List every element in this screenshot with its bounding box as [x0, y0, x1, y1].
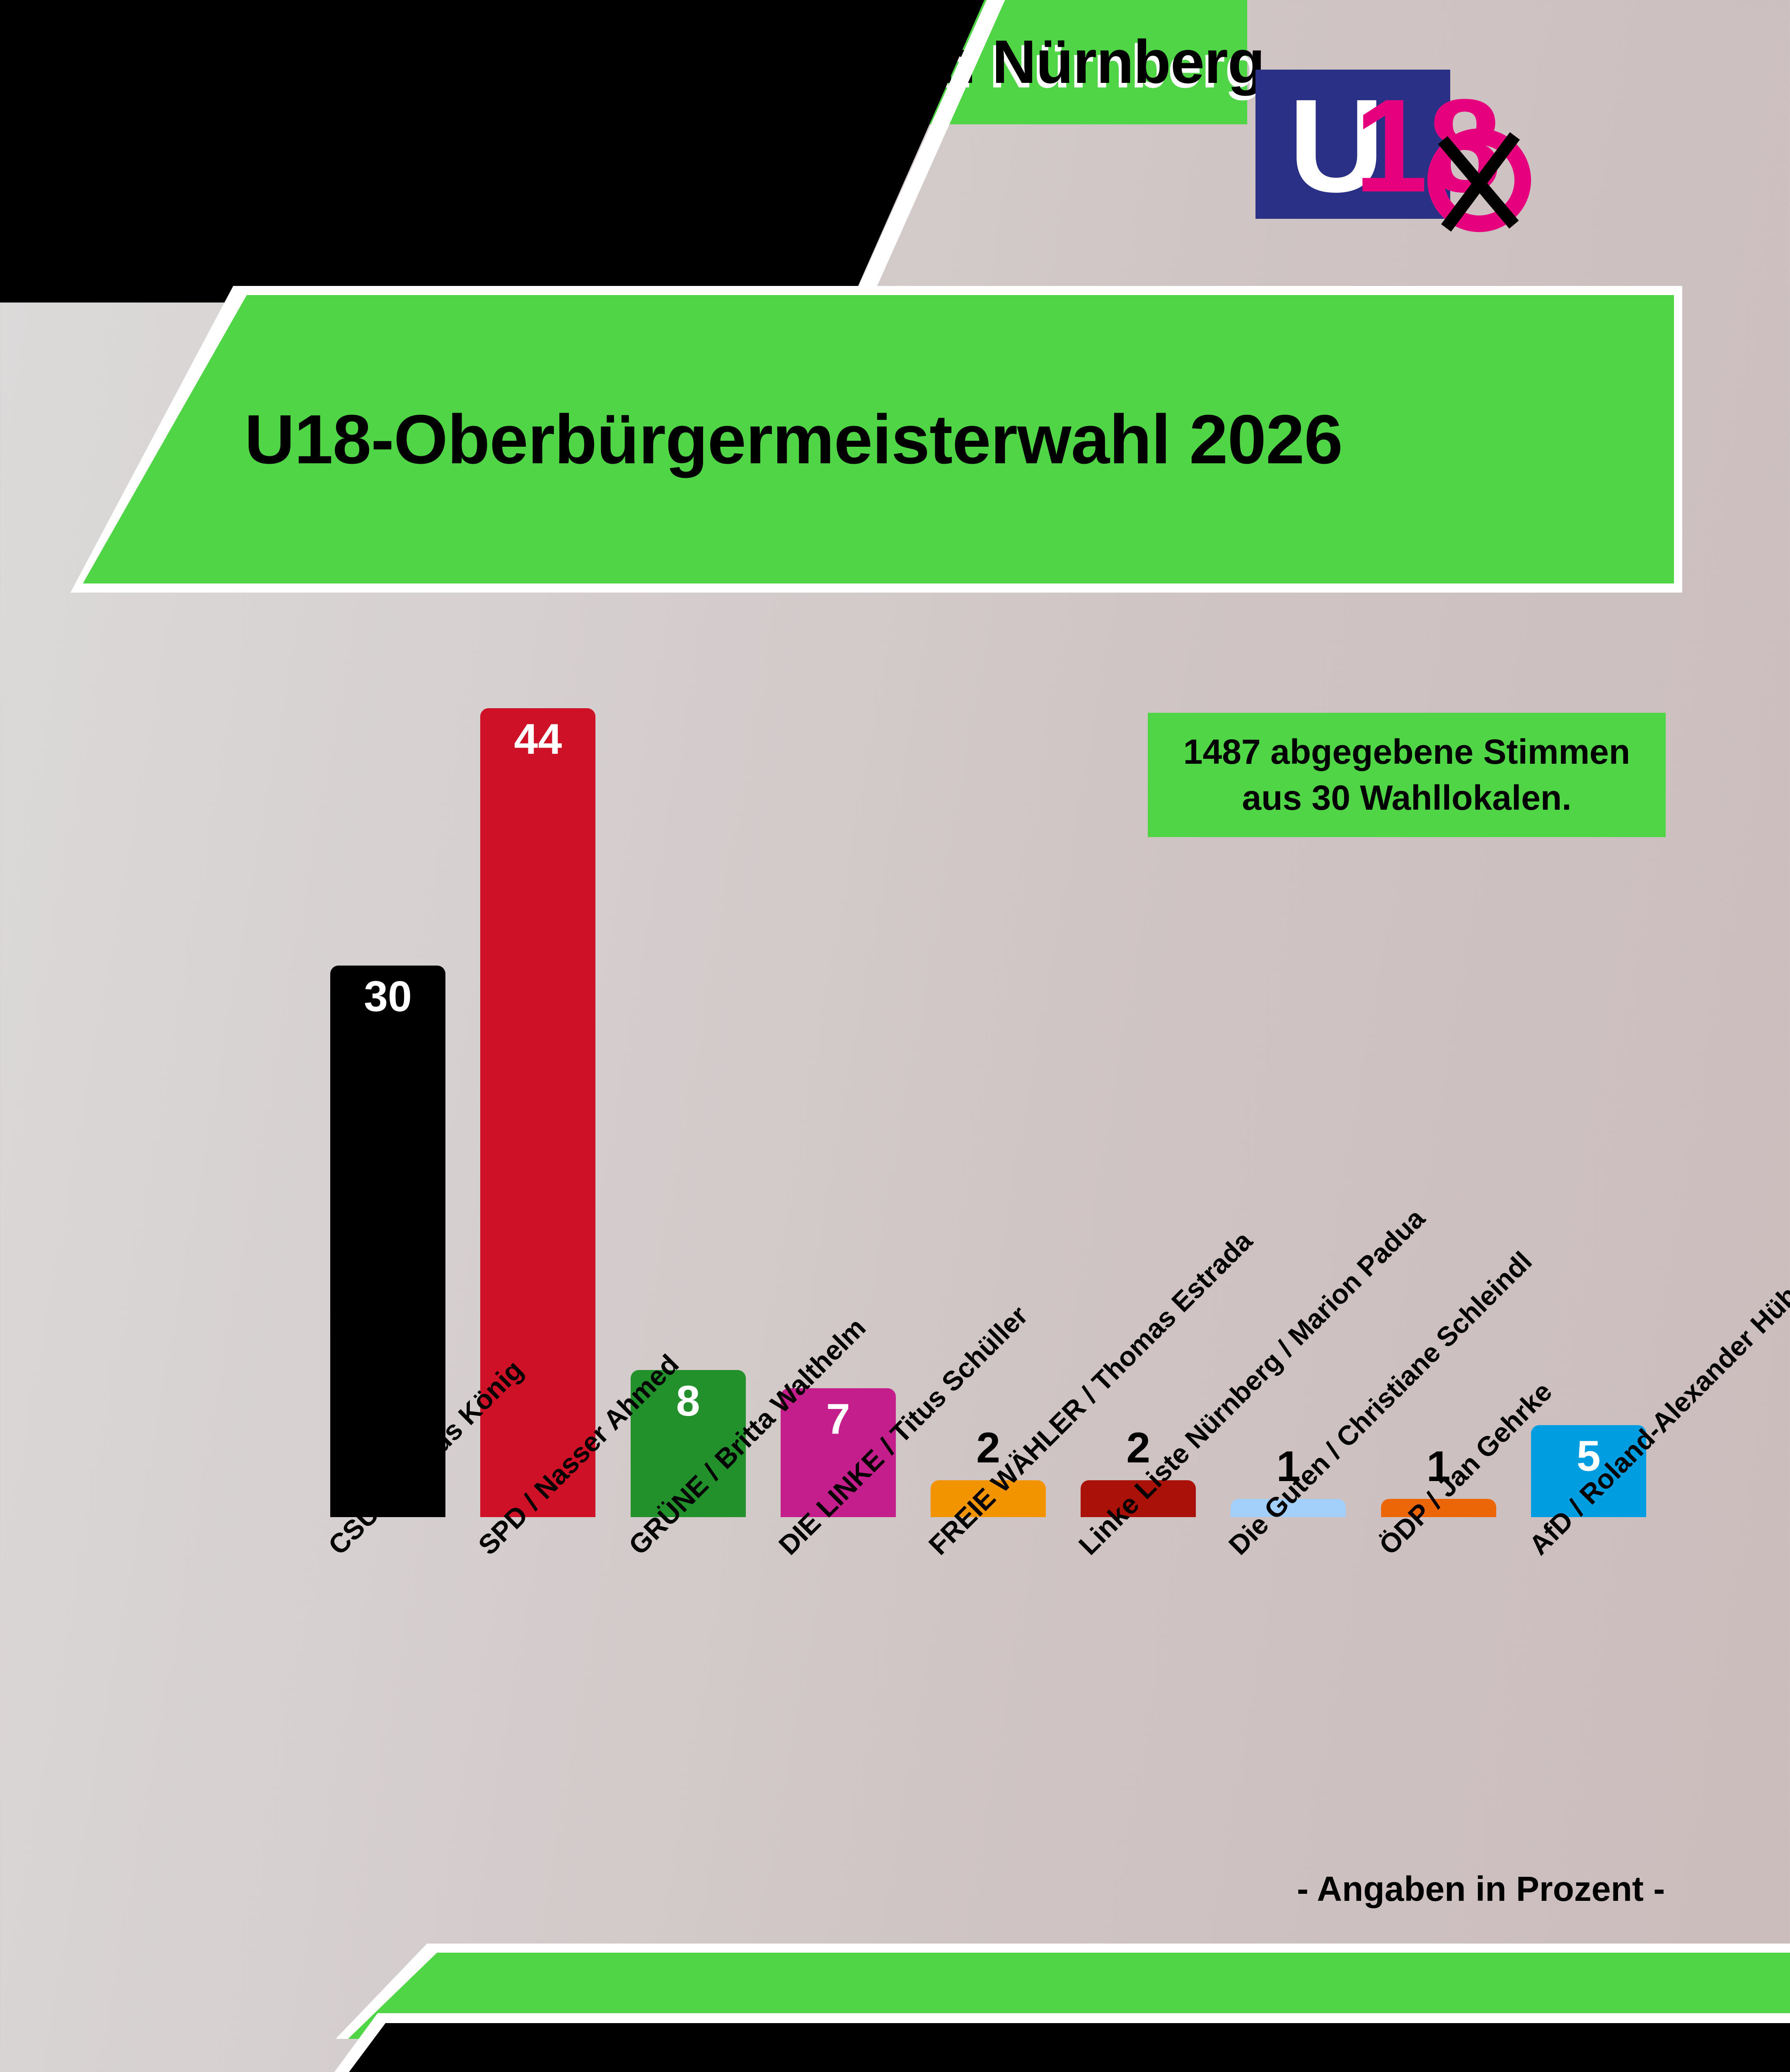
chart-footnote: - Angaben in Prozent -	[1297, 1869, 1665, 1908]
bar-value-label: 2	[1126, 1424, 1151, 1472]
bar[interactable]	[630, 1370, 746, 1517]
bar-slot: 8	[630, 671, 746, 1517]
title-banner: U18-Oberbürgermeisterwahl 2026	[83, 295, 1674, 583]
bar-slot: 2	[931, 671, 1046, 1517]
logo-pink-circle	[1427, 128, 1531, 232]
logo-blue-square	[1255, 70, 1450, 219]
bar-slot: 30	[330, 671, 446, 1517]
bar-value-label: 8	[676, 1377, 700, 1426]
bar[interactable]	[330, 965, 446, 1517]
bar[interactable]	[931, 1480, 1046, 1517]
votes-info-box: 1487 abgegebene Stimmen aus 30 Wahllokal…	[1148, 713, 1666, 837]
bar-value-label: 2	[976, 1424, 1000, 1472]
bar-slot: 5	[1531, 671, 1646, 1517]
info-line-votes: 1487 abgegebene Stimmen	[1183, 732, 1630, 771]
bar-value-label: 44	[514, 715, 562, 763]
bar-value-label: 7	[826, 1395, 850, 1444]
bar-value-label: 30	[364, 972, 412, 1021]
bar[interactable]	[1531, 1425, 1646, 1517]
logo-letter-u: U	[1289, 71, 1384, 220]
bar-slot: 2	[1081, 671, 1196, 1517]
page-title: U18-Oberbürgermeisterwahl 2026	[244, 400, 1343, 478]
chart-plot-area: 01020304030448722115	[313, 671, 1664, 1517]
bar-slot: 1	[1381, 671, 1496, 1517]
bar-slot: 44	[480, 671, 596, 1517]
info-line-locations: aus 30 Wahllokalen.	[1242, 778, 1572, 817]
logo-cross-stroke-2	[1441, 132, 1520, 232]
bar-value-label: 1	[1276, 1442, 1301, 1491]
bar[interactable]	[1381, 1498, 1496, 1517]
bar-slot: 1	[1231, 671, 1346, 1517]
bar[interactable]	[480, 708, 596, 1517]
bar-value-label: 1	[1426, 1442, 1451, 1491]
bar-chart: 01020304030448722115 CSU / Marcus KönigS…	[0, 622, 1790, 1616]
top-black-shape	[0, 0, 986, 303]
bar[interactable]	[780, 1388, 896, 1517]
bar[interactable]	[1081, 1480, 1196, 1517]
bar[interactable]	[1231, 1498, 1346, 1517]
logo-number-18: 18	[1354, 71, 1502, 220]
bar-slot: 7	[780, 671, 896, 1517]
footer-black-band	[220, 2023, 1790, 2072]
bar-value-label: 5	[1576, 1432, 1601, 1481]
u18-logo: U 18	[1251, 62, 1554, 236]
